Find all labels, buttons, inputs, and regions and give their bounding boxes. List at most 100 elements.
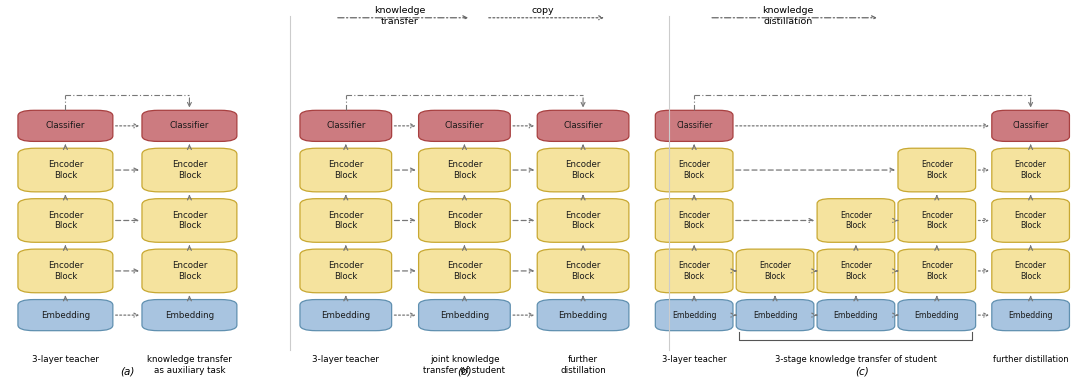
FancyBboxPatch shape [419,249,510,293]
Text: Encoder
Block: Encoder Block [1015,160,1047,180]
Text: Embedding: Embedding [672,311,716,320]
FancyBboxPatch shape [141,249,237,293]
FancyBboxPatch shape [818,299,894,331]
FancyBboxPatch shape [419,299,510,331]
FancyBboxPatch shape [656,110,733,141]
FancyBboxPatch shape [300,110,392,141]
Text: Encoder
Block: Encoder Block [328,160,364,180]
Text: (a): (a) [120,366,135,376]
Text: 3-layer teacher: 3-layer teacher [32,355,99,364]
Text: Encoder
Block: Encoder Block [328,211,364,230]
Text: (b): (b) [457,366,472,376]
FancyBboxPatch shape [897,148,975,192]
Text: Encoder
Block: Encoder Block [48,261,83,281]
Text: Encoder
Block: Encoder Block [678,211,710,230]
Text: further distillation: further distillation [993,355,1068,364]
Text: Encoder
Block: Encoder Block [678,160,710,180]
Text: Encoder
Block: Encoder Block [447,160,482,180]
FancyBboxPatch shape [991,148,1069,192]
FancyBboxPatch shape [18,249,112,293]
Text: further
distillation: further distillation [561,355,606,375]
Text: Encoder
Block: Encoder Block [840,261,872,281]
FancyBboxPatch shape [300,249,392,293]
Text: Embedding: Embedding [165,311,214,320]
Text: Encoder
Block: Encoder Block [921,261,953,281]
Text: Classifier: Classifier [676,122,713,130]
FancyBboxPatch shape [537,148,629,192]
FancyBboxPatch shape [141,148,237,192]
FancyBboxPatch shape [300,299,392,331]
FancyBboxPatch shape [537,110,629,141]
FancyBboxPatch shape [419,110,510,141]
Text: Embedding: Embedding [834,311,878,320]
Text: Embedding: Embedding [1009,311,1053,320]
Text: Encoder
Block: Encoder Block [565,211,600,230]
FancyBboxPatch shape [18,148,112,192]
FancyBboxPatch shape [897,199,975,242]
FancyBboxPatch shape [737,299,814,331]
Text: Embedding: Embedding [558,311,608,320]
FancyBboxPatch shape [141,299,237,331]
FancyBboxPatch shape [141,110,237,141]
FancyBboxPatch shape [18,299,112,331]
Text: Encoder
Block: Encoder Block [678,261,710,281]
FancyBboxPatch shape [537,199,629,242]
Text: Classifier: Classifier [170,122,210,130]
Text: Encoder
Block: Encoder Block [1015,261,1047,281]
FancyBboxPatch shape [18,110,112,141]
Text: Classifier: Classifier [1013,122,1049,130]
Text: Encoder
Block: Encoder Block [172,211,207,230]
Text: 3-layer teacher: 3-layer teacher [312,355,379,364]
FancyBboxPatch shape [991,110,1069,141]
Text: Encoder
Block: Encoder Block [840,211,872,230]
FancyBboxPatch shape [656,299,733,331]
FancyBboxPatch shape [991,299,1069,331]
Text: Embedding: Embedding [440,311,489,320]
FancyBboxPatch shape [141,199,237,242]
Text: Encoder
Block: Encoder Block [1015,211,1047,230]
Text: Encoder
Block: Encoder Block [565,261,600,281]
Text: Embedding: Embedding [753,311,797,320]
Text: Embedding: Embedding [321,311,370,320]
Text: 3-layer teacher: 3-layer teacher [662,355,727,364]
Text: Encoder
Block: Encoder Block [48,211,83,230]
FancyBboxPatch shape [818,199,894,242]
FancyBboxPatch shape [656,148,733,192]
FancyBboxPatch shape [537,299,629,331]
FancyBboxPatch shape [656,199,733,242]
FancyBboxPatch shape [18,199,112,242]
Text: Encoder
Block: Encoder Block [172,160,207,180]
FancyBboxPatch shape [419,148,510,192]
FancyBboxPatch shape [419,199,510,242]
FancyBboxPatch shape [991,199,1069,242]
FancyBboxPatch shape [897,299,975,331]
Text: Encoder
Block: Encoder Block [447,211,482,230]
Text: Classifier: Classifier [45,122,85,130]
FancyBboxPatch shape [991,249,1069,293]
Text: Encoder
Block: Encoder Block [172,261,207,281]
Text: Encoder
Block: Encoder Block [759,261,791,281]
Text: Encoder
Block: Encoder Block [48,160,83,180]
Text: Encoder
Block: Encoder Block [447,261,482,281]
Text: Encoder
Block: Encoder Block [328,261,364,281]
FancyBboxPatch shape [897,249,975,293]
Text: knowledge
distillation: knowledge distillation [762,6,813,26]
Text: Encoder
Block: Encoder Block [565,160,600,180]
FancyBboxPatch shape [537,249,629,293]
Text: (c): (c) [855,366,869,376]
FancyBboxPatch shape [656,249,733,293]
Text: Embedding: Embedding [41,311,90,320]
Text: knowledge
transfer: knowledge transfer [374,6,426,26]
Text: Encoder
Block: Encoder Block [921,160,953,180]
Text: Encoder
Block: Encoder Block [921,211,953,230]
FancyBboxPatch shape [737,249,814,293]
FancyBboxPatch shape [300,199,392,242]
Text: copy: copy [531,6,554,15]
Text: Classifier: Classifier [564,122,603,130]
Text: 3-stage knowledge transfer of student: 3-stage knowledge transfer of student [775,355,936,364]
FancyBboxPatch shape [300,148,392,192]
FancyBboxPatch shape [818,249,894,293]
Text: Classifier: Classifier [445,122,484,130]
Text: Embedding: Embedding [915,311,959,320]
Text: Classifier: Classifier [326,122,365,130]
